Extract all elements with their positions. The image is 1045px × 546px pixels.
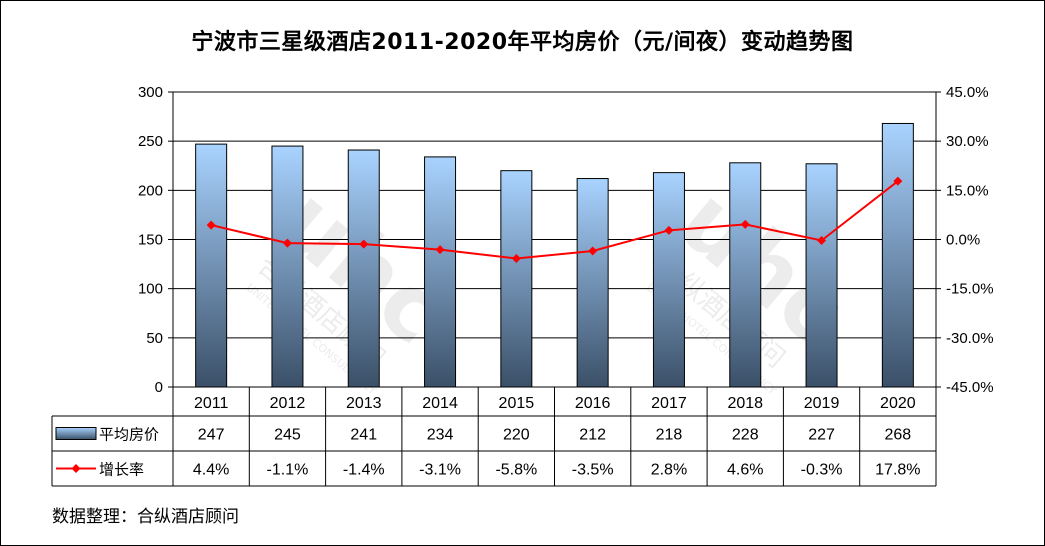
legend-bar-swatch [55, 427, 97, 440]
bar [576, 178, 609, 388]
y-right-tick-label: 15.0% [946, 182, 989, 199]
bar-value-label: 220 [503, 427, 530, 444]
y-left-tick-label: 250 [138, 133, 163, 150]
line-series [206, 176, 903, 264]
growth-value-label: 4.4% [193, 462, 229, 479]
bar [881, 122, 914, 388]
y-right-tick-label: -15.0% [946, 281, 994, 298]
line-point [435, 245, 445, 255]
bar-value-label: 247 [198, 427, 225, 444]
bar-value-label: 245 [274, 427, 301, 444]
bar-value-label: 228 [732, 427, 759, 444]
y-right-tick-label: 0.0% [946, 232, 980, 249]
legend-line-marker [71, 464, 81, 473]
growth-value-label: -1.1% [267, 462, 309, 479]
y-left-tick-label: 300 [138, 84, 163, 101]
x-tick-label: 2012 [270, 395, 306, 412]
growth-value-label: -0.3% [801, 462, 843, 479]
x-tick-label: 2020 [880, 395, 916, 412]
growth-value-label: -3.1% [419, 462, 461, 479]
y-right-tick-label: -30.0% [946, 330, 994, 347]
bar [271, 145, 304, 388]
bar [347, 149, 380, 388]
growth-value-label: -3.5% [572, 462, 614, 479]
bar [500, 170, 533, 388]
y-left-tick-label: 150 [138, 232, 163, 249]
legend-bar-label: 平均房价 [99, 426, 159, 444]
x-tick-label: 2016 [575, 395, 611, 412]
line-point [206, 220, 216, 230]
bar-value-label: 234 [427, 427, 454, 444]
y-left-tick-label: 200 [138, 182, 163, 199]
growth-value-label: 4.6% [727, 462, 763, 479]
y-right-tick-label: 30.0% [946, 133, 989, 150]
x-tick-label: 2014 [422, 395, 458, 412]
bar-value-label: 241 [350, 427, 377, 444]
bar [729, 162, 762, 388]
bar [424, 156, 457, 388]
bar-series [195, 122, 914, 388]
bar [652, 172, 685, 388]
line-point [588, 246, 598, 256]
source-note: 数据整理：合纵酒店顾问 [52, 507, 239, 527]
growth-value-label: -5.8% [495, 462, 537, 479]
x-tick-label: 2017 [651, 395, 687, 412]
y-left-tick-label: 0 [155, 379, 163, 396]
line-point [893, 176, 903, 186]
line-point [664, 225, 674, 235]
growth-value-label: 2.8% [651, 462, 687, 479]
x-tick-label: 2013 [346, 395, 382, 412]
legend-line-label: 增长率 [99, 461, 144, 479]
bar [805, 163, 838, 388]
bar-value-label: 227 [808, 427, 835, 444]
bar-value-label: 212 [579, 427, 606, 444]
bar-value-label: 218 [656, 427, 683, 444]
growth-value-label: -1.4% [343, 462, 385, 479]
line-point [359, 239, 369, 249]
y-right-tick-label: 45.0% [946, 84, 989, 101]
y-left-tick-label: 100 [138, 281, 163, 298]
chart-title: 宁波市三星级酒店2011-2020年平均房价（元/间夜）变动趋势图 [191, 30, 854, 55]
line-point [511, 254, 521, 264]
axes: 300 250 200 150 100 50 0 45.0% 30.0% 15.0% 0.0% -15… [138, 84, 994, 396]
y-right-tick-label: -45.0% [946, 379, 994, 396]
growth-rate-line [210, 180, 899, 260]
line-point [282, 238, 292, 248]
x-tick-label: 2011 [194, 395, 229, 412]
x-tick-label: 2019 [804, 395, 840, 412]
growth-value-label: 17.8% [875, 462, 920, 479]
bar-value-label: 268 [884, 427, 911, 444]
line-point [817, 235, 827, 245]
x-tick-label: 2018 [727, 395, 763, 412]
data-table: 2011 2012 2013 2014 2015 2016 2017 2018 2019 2020… [51, 386, 937, 487]
y-left-tick-label: 50 [146, 330, 163, 347]
line-point [740, 219, 750, 229]
bar [195, 143, 228, 388]
x-tick-label: 2015 [499, 395, 535, 412]
